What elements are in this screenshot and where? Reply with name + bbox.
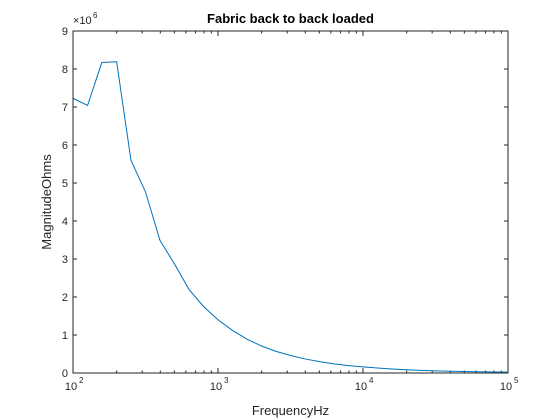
y-tick-label: 7	[62, 102, 68, 114]
y-tick-label: 1	[62, 330, 68, 342]
y-tick-label: 3	[62, 254, 68, 266]
plot-area	[73, 31, 508, 373]
x-tick-exponent: 2	[79, 376, 84, 385]
y-tick-label: 0	[62, 368, 68, 380]
x-tick-label: 10	[65, 381, 77, 393]
y-tick-label: 8	[62, 64, 68, 76]
y-tick-label: 5	[62, 178, 68, 190]
series-layer	[72, 61, 509, 373]
x-tick-exponent: 5	[514, 376, 519, 385]
x-tick-exponent: 4	[369, 376, 374, 385]
chart-title: Fabric back to back loaded	[207, 11, 374, 26]
series-line	[72, 61, 509, 373]
y-tick-label: 6	[62, 140, 68, 152]
y-multiplier-base: ×10	[73, 15, 92, 27]
y-multiplier: ×10 6	[73, 11, 98, 27]
y-multiplier-exponent: 6	[93, 11, 98, 20]
x-tick-label: 10	[210, 381, 222, 393]
y-tick-label: 2	[62, 292, 68, 304]
y-tick-label: 4	[62, 216, 68, 228]
y-axis-label: MagnitudeOhms	[39, 154, 54, 250]
x-tick-label: 10	[355, 381, 367, 393]
axes-box	[72, 30, 509, 374]
x-tick-label: 10	[500, 381, 512, 393]
y-tick-label: 9	[62, 26, 68, 38]
x-axis-label: FrequencyHz	[252, 403, 329, 418]
x-tick-exponent: 3	[224, 376, 229, 385]
